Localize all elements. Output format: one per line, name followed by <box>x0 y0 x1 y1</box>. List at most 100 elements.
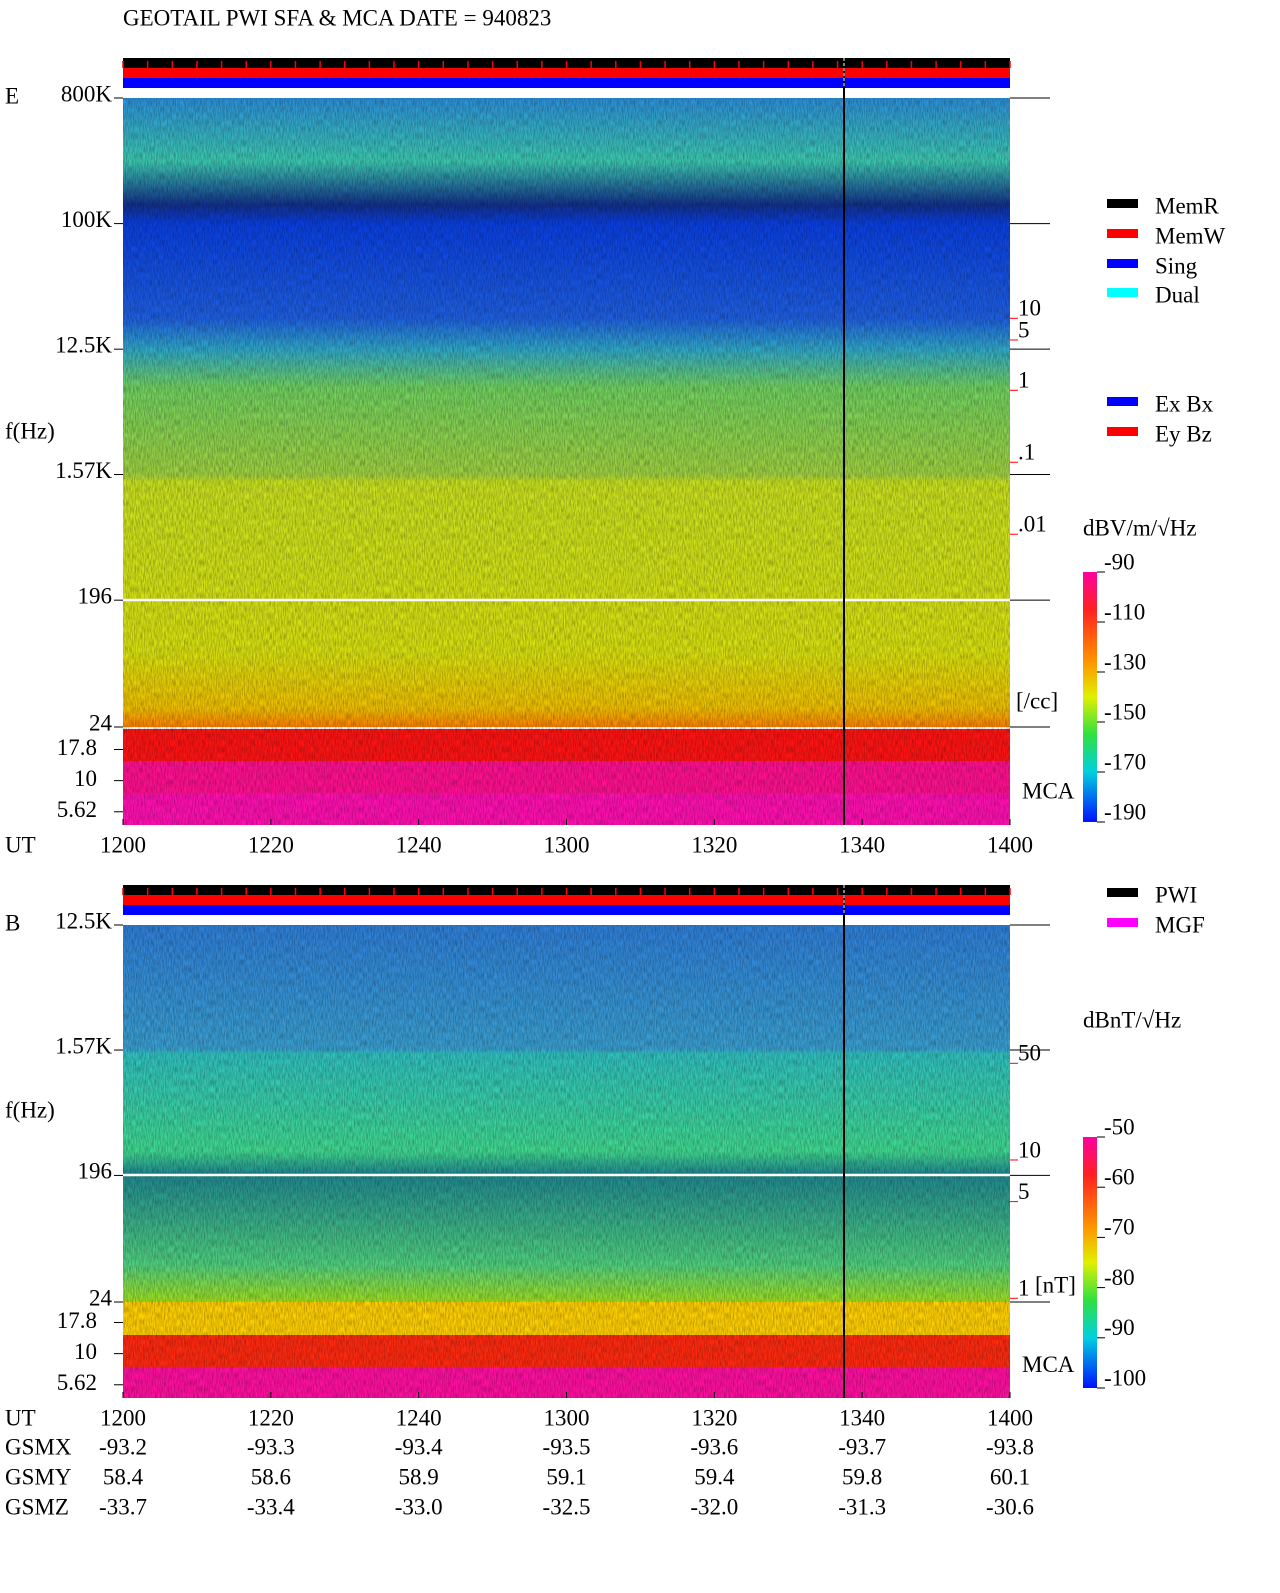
x-tick-label: 1300 <box>544 832 590 857</box>
y-tick-label: 196 <box>78 583 113 608</box>
x-tick-label: 1340 <box>839 832 885 857</box>
legend-label: Dual <box>1155 282 1200 307</box>
legend-swatch <box>1107 288 1138 297</box>
y-tick-label: 100K <box>61 207 113 232</box>
colorbar-tick-label: -90 <box>1104 549 1135 574</box>
colorbar-tick-label: -170 <box>1104 749 1146 774</box>
x-tick-label: 1220 <box>248 1405 294 1430</box>
orbit-row-name: GSMX <box>5 1434 72 1459</box>
mca-tick-label: 10 <box>74 766 97 791</box>
colorbar-tick-label: -190 <box>1104 799 1146 824</box>
mca-tick-label: 17.8 <box>57 1308 97 1333</box>
x-tick-label: 1200 <box>100 1405 146 1430</box>
orbit-value: -32.0 <box>690 1494 738 1519</box>
panel-label: E <box>5 83 19 108</box>
colorbar-tick-label: -110 <box>1104 599 1145 624</box>
mca-label: MCA <box>1022 778 1075 803</box>
y-tick-label: 24 <box>89 710 113 735</box>
orbit-value: -93.6 <box>690 1434 738 1459</box>
legend-label: MemR <box>1155 193 1220 218</box>
legend-label: Ex Bx <box>1155 391 1214 416</box>
legend-swatch <box>1107 229 1138 238</box>
mca-tick-label: 10 <box>74 1339 97 1364</box>
orbit-row-name: GSMY <box>5 1464 72 1489</box>
density-tick-label: 1 <box>1018 1276 1030 1301</box>
orbit-value: 59.8 <box>842 1464 882 1489</box>
colorbar-tick-label: -70 <box>1104 1215 1135 1240</box>
density-tick-label: 5 <box>1018 317 1030 342</box>
orbit-value: -93.8 <box>986 1434 1034 1459</box>
y-tick-label: 800K <box>61 81 113 106</box>
density-tick-label: .01 <box>1018 512 1047 537</box>
density-tick-label: 1 <box>1018 368 1030 393</box>
orbit-value: 58.9 <box>399 1464 439 1489</box>
density-tick-label: 10 <box>1018 1137 1041 1162</box>
x-axis-label: UT <box>5 1405 36 1430</box>
x-tick-label: 1320 <box>691 1405 737 1430</box>
colorbar-tick-label: -60 <box>1104 1164 1135 1189</box>
colorbar-tick-label: -100 <box>1104 1365 1146 1390</box>
x-tick-label: 1400 <box>987 1405 1033 1430</box>
mca-tick-label: 5.62 <box>57 1370 97 1395</box>
density-unit: [/cc] <box>1016 688 1058 713</box>
x-tick-label: 1400 <box>987 832 1033 857</box>
colorbar-tick-label: -150 <box>1104 699 1146 724</box>
orbit-value: -31.3 <box>838 1494 886 1519</box>
orbit-row-name: GSMZ <box>5 1494 69 1519</box>
orbit-value: -93.3 <box>247 1434 295 1459</box>
colorbar-tick-label: -130 <box>1104 649 1146 674</box>
status-strip <box>123 905 1010 915</box>
legend-swatch <box>1107 397 1138 406</box>
colorbar-tick-label: -80 <box>1104 1265 1135 1290</box>
orbit-value: -33.7 <box>99 1494 147 1519</box>
colorbar <box>1083 1137 1097 1388</box>
x-tick-label: 1240 <box>396 832 442 857</box>
x-tick-label: 1300 <box>544 1405 590 1430</box>
x-tick-label: 1240 <box>396 1405 442 1430</box>
legend-label: PWI <box>1155 882 1197 907</box>
legend-swatch <box>1107 918 1138 927</box>
orbit-value: -93.7 <box>838 1434 886 1459</box>
panel-label: B <box>5 910 20 935</box>
orbit-value: 59.4 <box>694 1464 735 1489</box>
colorbar-tick-label: -50 <box>1104 1114 1135 1139</box>
colorbar <box>1083 572 1097 822</box>
x-tick-label: 1320 <box>691 832 737 857</box>
orbit-value: -93.4 <box>395 1434 443 1459</box>
status-strip <box>123 78 1010 88</box>
colorbar-tick-label: -90 <box>1104 1315 1135 1340</box>
orbit-value: -33.0 <box>395 1494 443 1519</box>
orbit-value: 58.4 <box>103 1464 144 1489</box>
legend-label: MGF <box>1155 912 1205 937</box>
legend-label: Sing <box>1155 253 1198 278</box>
orbit-value: -30.6 <box>986 1494 1034 1519</box>
status-strip <box>123 895 1010 905</box>
density-tick-label: 10 <box>1018 296 1041 321</box>
orbit-value: 60.1 <box>990 1464 1030 1489</box>
legend-swatch <box>1107 199 1138 208</box>
legend-swatch <box>1107 888 1138 897</box>
x-tick-label: 1200 <box>100 832 146 857</box>
y-axis-label: f(Hz) <box>5 1097 55 1122</box>
y-tick-label: 12.5K <box>55 332 112 357</box>
orbit-value: -32.5 <box>543 1494 591 1519</box>
y-tick-label: 1.57K <box>55 458 112 483</box>
x-tick-label: 1340 <box>839 1405 885 1430</box>
mca-tick-label: 17.8 <box>57 735 97 760</box>
y-axis-label: f(Hz) <box>5 418 55 443</box>
x-axis-label: UT <box>5 832 36 857</box>
y-tick-label: 1.57K <box>55 1033 112 1058</box>
orbit-value: -33.4 <box>247 1494 295 1519</box>
density-tick-label: 50 <box>1018 1041 1041 1066</box>
x-tick-label: 1220 <box>248 832 294 857</box>
orbit-value: -93.5 <box>543 1434 591 1459</box>
legend-label: MemW <box>1155 223 1226 248</box>
density-tick-label: 5 <box>1018 1179 1030 1204</box>
orbit-value: -93.2 <box>99 1434 147 1459</box>
orbit-value: 59.1 <box>546 1464 586 1489</box>
colorbar-label: dBnT/√Hz <box>1083 1007 1181 1032</box>
orbit-value: 58.6 <box>251 1464 291 1489</box>
title: GEOTAIL PWI SFA & MCA DATE = 940823 <box>123 5 551 30</box>
density-unit: [nT] <box>1035 1272 1076 1297</box>
